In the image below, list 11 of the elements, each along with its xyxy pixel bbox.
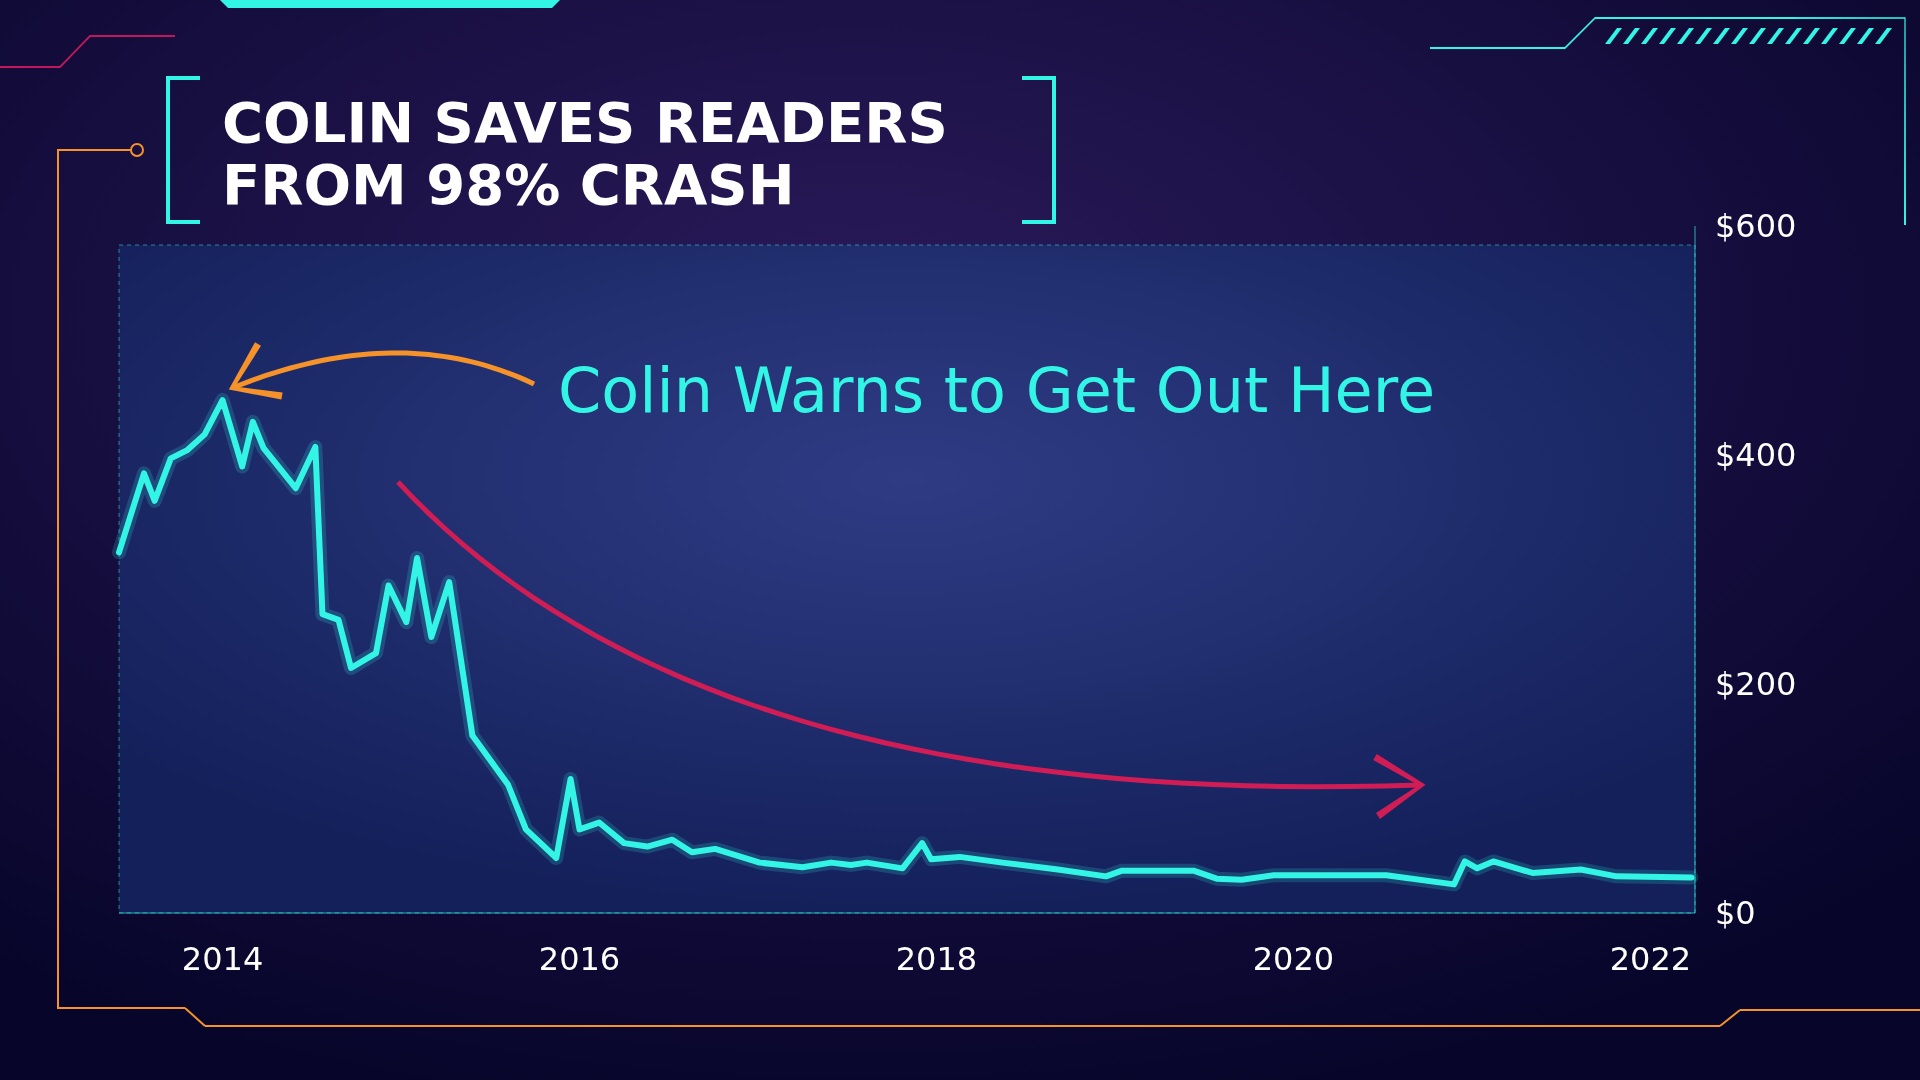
x-tick-label: 2016 [538,940,621,978]
x-tick-label: 2018 [895,940,978,978]
annotation: Colin Warns to Get Out Here [558,354,1436,427]
y-tick-label: $600 [1715,207,1797,246]
y-tick-label: $200 [1715,665,1797,704]
y-tick-label: $400 [1715,436,1797,475]
x-tick-label: 2014 [181,940,264,978]
x-tick-label: 2022 [1609,940,1692,978]
chart-title: COLIN SAVES READERS FROM 98% CRASH [222,90,948,217]
x-tick-label: 2020 [1252,940,1335,978]
y-tick-label: $0 [1715,894,1756,933]
